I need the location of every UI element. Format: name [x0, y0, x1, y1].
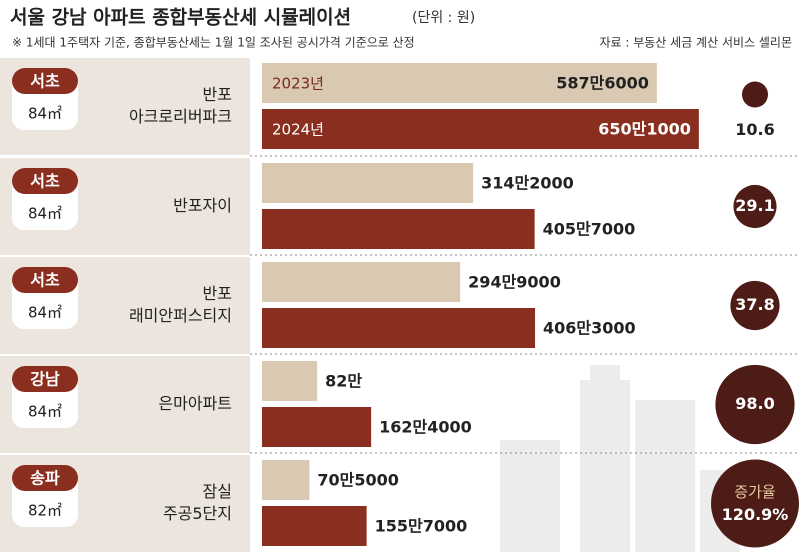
area-label: 84㎡: [28, 304, 62, 322]
value-label: 650만1000: [598, 120, 691, 139]
legend-label: 2024년: [272, 121, 324, 139]
bar: [262, 506, 367, 546]
chart-title: 서울 강남 아파트 종합부동산세 시뮬레이션: [10, 7, 351, 29]
region-label: 서초: [30, 172, 60, 191]
growth-circle: [730, 280, 780, 331]
bar: [262, 109, 699, 149]
growth-circle: [741, 81, 769, 108]
area-label: 84㎡: [28, 403, 62, 421]
growth-circle: [715, 364, 795, 445]
value-label: 82만: [325, 372, 362, 391]
bar: [262, 63, 657, 103]
value-label: 314만2000: [481, 174, 574, 193]
category-label: 반포: [203, 284, 232, 303]
legend-label: 2023년: [272, 75, 324, 93]
value-label: 294만9000: [468, 273, 561, 292]
source: 자료 : 부동산 세금 계산 서비스 셀리몬: [599, 36, 792, 50]
area-label: 82㎡: [28, 502, 62, 520]
value-label: 406만3000: [543, 319, 636, 338]
note: ※ 1세대 1주택자 기준, 종합부동산세는 1월 1일 조사된 공시가격 기준…: [12, 36, 415, 50]
growth-label: 98.0: [735, 394, 774, 413]
region-label: 강남: [30, 370, 60, 389]
region-label: 송파: [30, 469, 60, 488]
bar: [262, 262, 461, 302]
region-pill: [12, 68, 78, 94]
category-label: 잠실: [203, 482, 232, 501]
region-pill: [12, 366, 78, 392]
region-label: 서초: [30, 72, 60, 91]
growth-name: 증가율: [734, 483, 775, 501]
growth-label: 29.1: [735, 196, 774, 215]
unit: (단위 : 원): [412, 10, 475, 26]
region-label: 서초: [30, 271, 60, 290]
growth-circle: [733, 184, 777, 229]
area-label: 84㎡: [28, 205, 62, 223]
region-pill: [12, 168, 78, 194]
value-label: 155만7000: [375, 517, 468, 536]
growth-circle: [711, 459, 799, 548]
region-pill: [12, 465, 78, 491]
area-label: 84㎡: [28, 105, 62, 123]
category-label: 은마아파트: [158, 394, 232, 413]
category-label: 반포: [203, 85, 232, 104]
bar: [262, 209, 535, 249]
background-buildings: [500, 365, 740, 552]
bar: [262, 308, 536, 348]
region-pill: [12, 267, 78, 293]
growth-label: 10.6: [735, 120, 774, 139]
bar: [262, 361, 318, 401]
category-label: 아크로리버파크: [129, 107, 232, 126]
growth-label: 37.8: [735, 295, 774, 314]
category-label: 주공5단지: [163, 504, 232, 523]
category-label: 래미안퍼스티지: [129, 306, 232, 325]
growth-label: 120.9%: [722, 505, 789, 524]
bar: [262, 460, 310, 500]
value-label: 587만6000: [556, 74, 649, 93]
bar: [262, 163, 474, 203]
value-label: 405만7000: [543, 220, 636, 239]
category-label: 반포자이: [173, 196, 232, 215]
value-label: 70만5000: [317, 471, 399, 490]
bar: [262, 407, 372, 447]
value-label: 162만4000: [379, 418, 472, 437]
